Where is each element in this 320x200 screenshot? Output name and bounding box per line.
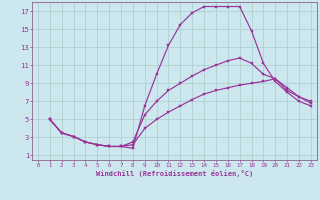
X-axis label: Windchill (Refroidissement éolien,°C): Windchill (Refroidissement éolien,°C) — [96, 170, 253, 177]
